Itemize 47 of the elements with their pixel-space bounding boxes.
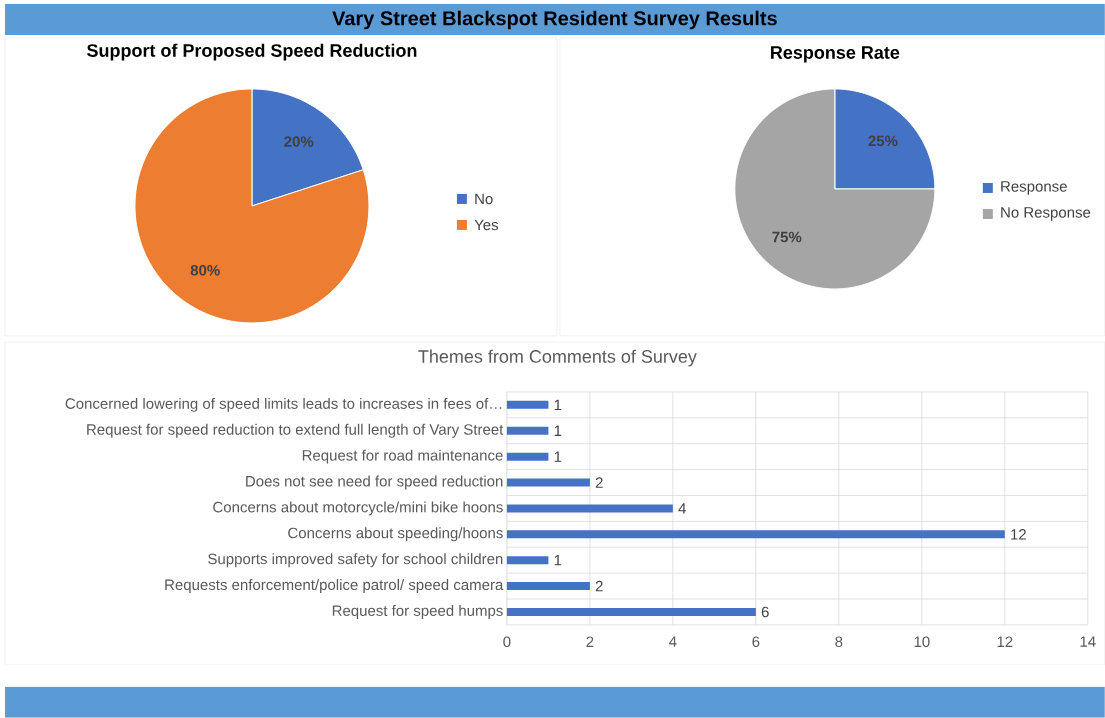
y-tick-label: Request for speed reduction to extend full length of Vary Street bbox=[87, 423, 504, 438]
x-tick-label: 10 bbox=[914, 636, 930, 648]
bar bbox=[506, 504, 673, 513]
bar bbox=[506, 530, 1005, 539]
bar bbox=[506, 556, 549, 565]
data-label: 4 bbox=[678, 503, 686, 514]
data-label: 20% bbox=[284, 136, 314, 147]
y-tick-label: Does not see need for speed reduction bbox=[246, 475, 503, 490]
bar bbox=[506, 478, 590, 487]
data-label: 1 bbox=[554, 425, 562, 436]
x-tick-label: 14 bbox=[1080, 636, 1096, 647]
legend-label: Yes bbox=[474, 219, 499, 231]
data-label: 2 bbox=[595, 477, 603, 488]
y-tick-label: Concerned lowering of speed limits leads to increases in fees of… bbox=[65, 397, 502, 412]
data-label: 80% bbox=[190, 265, 220, 276]
chart-title: Response Rate bbox=[771, 46, 900, 63]
x-tick-label: 8 bbox=[835, 636, 843, 648]
bar bbox=[506, 400, 549, 409]
chart-title: Themes from Comments of Survey bbox=[418, 349, 697, 367]
x-tick-label: 6 bbox=[752, 636, 760, 648]
x-tick-label: 4 bbox=[669, 636, 677, 647]
legend-label: Response bbox=[1001, 181, 1067, 195]
bar bbox=[506, 608, 756, 616]
bar bbox=[506, 582, 590, 591]
data-label: 2 bbox=[595, 580, 603, 592]
x-tick-label: 0 bbox=[503, 636, 511, 648]
data-label: 75% bbox=[772, 231, 802, 243]
data-label: 25% bbox=[868, 135, 898, 147]
x-tick-label: 12 bbox=[997, 636, 1013, 647]
data-label: 6 bbox=[761, 606, 769, 618]
y-tick-label: Concerns about motorcycle/mini bike hoons bbox=[213, 501, 503, 516]
legend-label: No bbox=[475, 193, 493, 205]
y-tick-label: Supports improved safety for school children bbox=[208, 553, 503, 568]
data-label: 1 bbox=[554, 451, 562, 462]
bar bbox=[506, 426, 549, 435]
y-tick-label: Requests enforcement/police patrol/ speed camera bbox=[165, 579, 504, 594]
x-tick-label: 2 bbox=[586, 636, 594, 647]
y-tick-label: Request for speed humps bbox=[332, 605, 503, 619]
text: Vary Street Blackspot Resident Survey Results bbox=[332, 10, 777, 30]
data-label: 12 bbox=[1011, 529, 1026, 540]
data-label: 1 bbox=[554, 399, 562, 411]
y-tick-label: Request for road maintenance bbox=[302, 449, 503, 464]
data-label: 1 bbox=[554, 555, 562, 566]
bar bbox=[506, 452, 549, 461]
legend-label: No Response bbox=[1001, 207, 1091, 221]
y-tick-label: Concerns about speeding/hoons bbox=[288, 527, 503, 542]
chart-title: Support of Proposed Speed Reduction bbox=[87, 43, 417, 61]
